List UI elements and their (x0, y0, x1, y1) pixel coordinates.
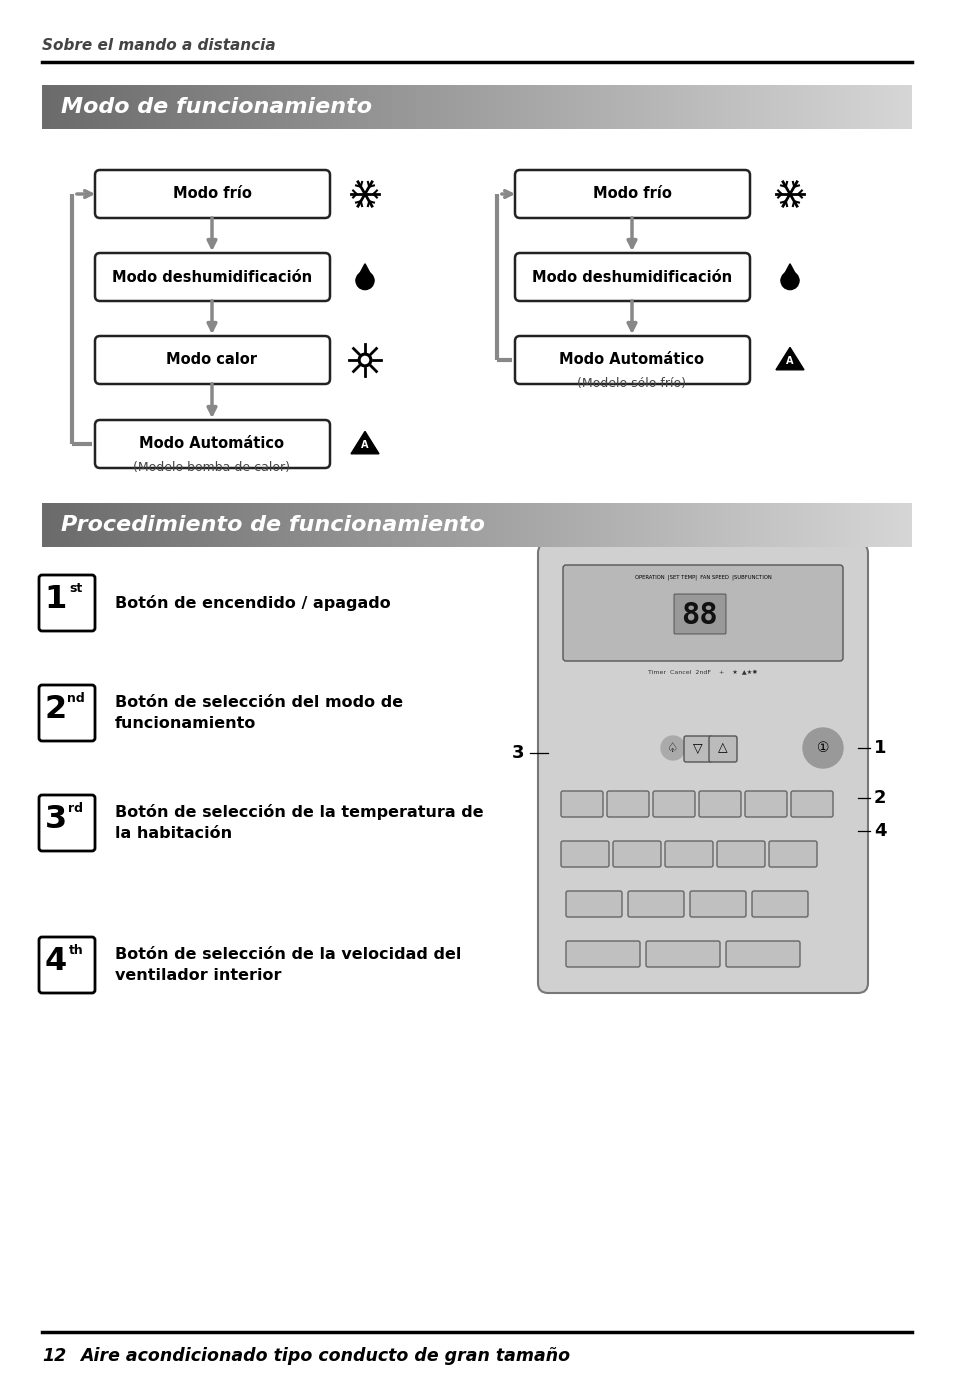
Text: 1: 1 (45, 585, 67, 616)
FancyBboxPatch shape (39, 937, 95, 993)
FancyBboxPatch shape (537, 543, 867, 993)
FancyBboxPatch shape (95, 420, 330, 469)
FancyBboxPatch shape (725, 942, 800, 967)
FancyBboxPatch shape (613, 841, 660, 867)
Text: 88: 88 (680, 600, 718, 630)
FancyBboxPatch shape (39, 575, 95, 631)
FancyBboxPatch shape (708, 736, 737, 762)
FancyBboxPatch shape (565, 891, 621, 916)
Text: △: △ (718, 741, 727, 754)
Text: 1: 1 (873, 739, 885, 757)
FancyBboxPatch shape (39, 686, 95, 741)
Polygon shape (775, 347, 803, 369)
Text: Procedimiento de funcionamiento: Procedimiento de funcionamiento (61, 515, 484, 534)
FancyBboxPatch shape (717, 841, 764, 867)
FancyBboxPatch shape (751, 891, 807, 916)
FancyBboxPatch shape (673, 595, 725, 634)
FancyBboxPatch shape (95, 253, 330, 301)
Text: Botón de encendido / apagado: Botón de encendido / apagado (115, 595, 391, 611)
Text: rd: rd (69, 803, 84, 816)
FancyBboxPatch shape (652, 790, 695, 817)
FancyBboxPatch shape (790, 790, 832, 817)
Circle shape (355, 271, 374, 290)
Text: ①: ① (816, 741, 828, 755)
Text: A: A (785, 357, 793, 367)
Polygon shape (781, 264, 799, 281)
Text: 4: 4 (873, 823, 885, 839)
Text: nd: nd (67, 693, 85, 705)
FancyBboxPatch shape (606, 790, 648, 817)
Polygon shape (351, 431, 378, 453)
Text: Aire acondicionado tipo conducto de gran tamaño: Aire acondicionado tipo conducto de gran… (80, 1347, 570, 1365)
Text: Modo Automático: Modo Automático (558, 353, 703, 368)
Text: Modo deshumidificación: Modo deshumidificación (112, 270, 312, 284)
Text: Botón de selección de la velocidad del
ventilador interior: Botón de selección de la velocidad del v… (115, 947, 461, 983)
FancyBboxPatch shape (95, 336, 330, 383)
Text: Sobre el mando a distancia: Sobre el mando a distancia (42, 39, 275, 53)
Text: (Modelo sólo frío): (Modelo sólo frío) (577, 378, 686, 390)
Text: 2: 2 (45, 694, 67, 726)
FancyBboxPatch shape (39, 795, 95, 851)
Text: th: th (69, 944, 83, 957)
Text: ▽: ▽ (693, 741, 702, 754)
FancyBboxPatch shape (560, 841, 608, 867)
FancyBboxPatch shape (689, 891, 745, 916)
FancyBboxPatch shape (699, 790, 740, 817)
Text: 4: 4 (45, 947, 67, 978)
Text: Modo Automático: Modo Automático (139, 436, 284, 452)
Text: Botón de selección de la temperatura de
la habitación: Botón de selección de la temperatura de … (115, 804, 483, 842)
FancyBboxPatch shape (627, 891, 683, 916)
Circle shape (781, 271, 799, 290)
Text: Botón de selección del modo de
funcionamiento: Botón de selección del modo de funcionam… (115, 695, 403, 732)
Text: Timer  Cancel  2ndF    +    ★  ▲★✸: Timer Cancel 2ndF + ★ ▲★✸ (648, 670, 757, 676)
Circle shape (358, 354, 372, 367)
Circle shape (660, 736, 684, 760)
FancyBboxPatch shape (768, 841, 816, 867)
FancyBboxPatch shape (664, 841, 712, 867)
Text: st: st (70, 582, 83, 596)
Text: 3: 3 (45, 804, 67, 835)
Text: (Modelo bomba de calor): (Modelo bomba de calor) (133, 460, 291, 473)
FancyBboxPatch shape (515, 253, 749, 301)
Text: Modo frío: Modo frío (592, 186, 671, 201)
Text: OPERATION  |SET TEMP|  FAN SPEED  |SUBFUNCTION: OPERATION |SET TEMP| FAN SPEED |SUBFUNCT… (634, 574, 771, 579)
FancyBboxPatch shape (515, 336, 749, 383)
Text: A: A (361, 441, 369, 450)
Text: ♤: ♤ (667, 741, 678, 754)
FancyBboxPatch shape (562, 565, 842, 660)
FancyBboxPatch shape (565, 942, 639, 967)
Text: 3: 3 (511, 744, 524, 762)
Text: Modo calor: Modo calor (167, 353, 257, 368)
Text: Modo de funcionamiento: Modo de funcionamiento (61, 97, 372, 118)
Text: 12: 12 (42, 1347, 66, 1365)
Polygon shape (355, 264, 374, 281)
FancyBboxPatch shape (645, 942, 720, 967)
Text: Modo deshumidificación: Modo deshumidificación (532, 270, 731, 284)
FancyBboxPatch shape (560, 790, 602, 817)
FancyBboxPatch shape (95, 171, 330, 218)
FancyBboxPatch shape (683, 736, 711, 762)
Text: Modo frío: Modo frío (172, 186, 252, 201)
Circle shape (802, 727, 842, 768)
FancyBboxPatch shape (744, 790, 786, 817)
FancyBboxPatch shape (515, 171, 749, 218)
Circle shape (361, 357, 368, 364)
Circle shape (358, 354, 372, 367)
Text: 2: 2 (873, 789, 885, 807)
